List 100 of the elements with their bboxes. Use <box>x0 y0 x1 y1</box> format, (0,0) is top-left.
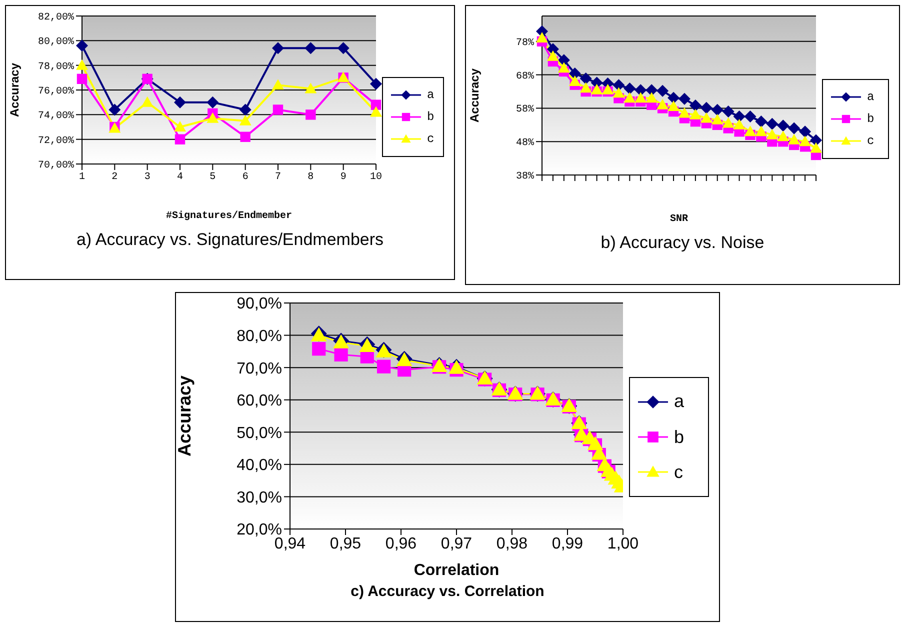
x-tick-label: 10 <box>370 172 382 184</box>
point <box>612 79 625 92</box>
point <box>755 116 768 128</box>
y-tick-label: 72,00% <box>38 136 74 147</box>
legend-label: c <box>427 132 434 146</box>
point <box>799 136 812 146</box>
point <box>272 79 284 90</box>
point <box>744 126 756 136</box>
point <box>240 132 250 142</box>
x-axis-title: Correlation <box>414 562 500 579</box>
point <box>678 92 690 105</box>
x-tick-label: 7 <box>274 172 282 184</box>
point <box>580 82 592 93</box>
point <box>546 50 559 61</box>
point <box>788 134 800 144</box>
point <box>634 84 647 96</box>
y-tick-label: 40,0% <box>236 457 282 474</box>
point <box>370 100 382 110</box>
x-axis-title: #Signatures/Endmember <box>166 210 292 222</box>
point <box>272 42 284 54</box>
point <box>777 130 790 142</box>
point <box>777 120 790 132</box>
legend-label: b <box>427 110 434 124</box>
point <box>668 100 680 112</box>
y-tick-label: 80,0% <box>236 328 282 345</box>
point <box>108 104 121 116</box>
point <box>272 104 284 115</box>
point <box>722 106 734 118</box>
point <box>700 102 712 114</box>
point <box>711 114 724 124</box>
point <box>370 106 382 117</box>
point <box>602 84 614 94</box>
point <box>810 134 822 146</box>
x-tick-label: 8 <box>308 172 314 184</box>
point <box>656 84 669 97</box>
point <box>733 118 746 130</box>
x-tick-label: 6 <box>242 172 248 184</box>
point <box>239 114 252 126</box>
x-tick-label: 0,97 <box>440 535 472 552</box>
point <box>766 128 778 140</box>
point <box>689 108 702 120</box>
point <box>568 75 581 86</box>
y-axis-title: Accuracy <box>467 68 482 123</box>
point <box>370 78 382 90</box>
y-tick-label: 50,0% <box>236 424 282 442</box>
y-tick-label: 82,00% <box>38 12 74 24</box>
y-axis-title: Accuracy <box>174 375 194 457</box>
point <box>174 134 186 144</box>
x-tick-label: 1 <box>78 172 86 184</box>
y-tick-label: 30,0% <box>236 489 282 506</box>
x-tick-label: 1,00 <box>607 535 639 552</box>
x-tick-label: 0,95 <box>330 535 362 552</box>
y-tick-label: 60,0% <box>236 392 282 410</box>
point <box>174 121 186 132</box>
point <box>174 96 186 108</box>
point <box>788 122 800 134</box>
legend-label: c <box>674 462 683 483</box>
point <box>312 342 326 356</box>
y-tick-label: 58% <box>516 104 534 116</box>
text: c) Accuracy vs. Correlation <box>350 582 546 602</box>
point <box>76 74 88 84</box>
y-tick-label: 48% <box>516 138 534 150</box>
point <box>744 110 756 123</box>
point <box>376 360 391 374</box>
y-tick-label: 68% <box>516 71 534 82</box>
point <box>755 126 768 136</box>
point <box>722 117 734 128</box>
point <box>206 96 219 108</box>
point <box>700 112 712 123</box>
point <box>568 67 581 80</box>
x-tick-label: 0,96 <box>385 535 417 552</box>
point <box>689 100 702 112</box>
point <box>612 87 625 98</box>
x-tick-label: 2 <box>112 172 118 184</box>
point <box>558 62 570 73</box>
y-tick-label: 78% <box>516 38 534 49</box>
point <box>558 54 570 66</box>
point <box>206 112 219 123</box>
point <box>646 92 658 103</box>
point <box>678 107 690 118</box>
legend-label: a <box>674 391 684 412</box>
point <box>304 82 317 94</box>
point <box>799 126 812 138</box>
point <box>334 348 348 362</box>
point <box>634 92 647 103</box>
point <box>646 84 658 96</box>
point <box>590 84 603 94</box>
y-tick-label: 38% <box>516 172 534 183</box>
point <box>239 104 252 116</box>
y-tick-label: 74,00% <box>38 111 74 122</box>
point <box>733 110 746 123</box>
legend-label: b <box>674 426 684 448</box>
point <box>656 98 669 110</box>
x-tick-label: 9 <box>340 172 346 184</box>
text: a) Accuracy vs. Signatures/Endmembers <box>75 229 385 251</box>
legend-label: b <box>867 112 874 126</box>
point <box>668 92 680 104</box>
y-tick-label: 70,00% <box>38 160 74 172</box>
y-tick-label: 90,0% <box>236 296 282 313</box>
text: b) Accuracy vs. Noise <box>600 232 766 254</box>
